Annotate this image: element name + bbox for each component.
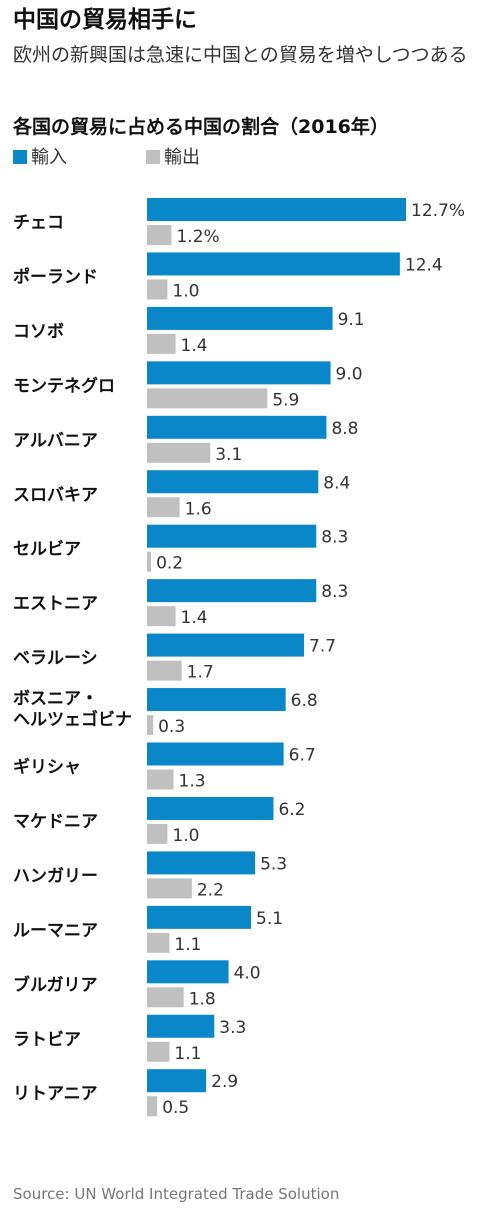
export-bar [147,606,176,627]
category-label: ラトビア [13,1030,81,1050]
export-value-label: 5.9 [272,390,299,410]
category-label-line2: ヘルツェゴビナ [13,709,132,730]
import-bar [147,579,317,603]
import-bar [147,306,333,330]
import-bar [147,688,286,712]
import-bar [147,470,319,494]
legend-item-import: 輸入 [13,146,67,170]
legend-label-import: 輸入 [31,147,67,168]
export-bar [147,442,211,463]
import-value-label: 6.2 [278,800,305,820]
import-value-label: 6.8 [291,691,318,711]
import-bar [147,742,284,766]
export-value-label: 1.1 [174,935,201,955]
import-value-label: 9.1 [338,310,365,330]
source-note: Source: UN World Integrated Trade Soluti… [13,1185,340,1203]
export-value-label: 1.4 [181,608,208,628]
export-value-label: 1.1 [174,1044,201,1064]
import-value-label: 8.3 [321,528,348,548]
category-label: ルーマニア [13,921,98,941]
category-label: コソボ [13,322,64,342]
category-label: ポーランド [13,266,98,287]
import-value-label: 7.7 [309,637,336,657]
category-label: リトアニア [13,1084,98,1104]
export-value-label: 0.3 [158,717,185,737]
export-bar [147,1096,158,1117]
export-bar [147,388,268,409]
import-value-label: 12.4 [405,255,443,275]
import-value-label: 8.3 [321,582,348,602]
export-bar [147,932,170,953]
export-value-label: 1.0 [172,281,199,301]
category-label: マケドニア [13,812,98,832]
import-value-label: 5.1 [256,909,283,929]
import-bar [147,1014,215,1038]
export-value-label: 0.5 [162,1098,189,1118]
import-bar [147,796,274,820]
export-bar [147,551,152,572]
category-label: ギリシャ [13,758,81,778]
export-bar [147,823,168,844]
bar-chart: チェコ 12.7% 1.2% ポーランド 12.4 1.0 コソボ 9.1 1.4 モンテネグロ 9… [13,198,465,1118]
category-label: ベラルーシ [13,649,98,669]
category-label: ハンガリー [13,866,98,886]
category-label: スロバキア [13,485,98,505]
category-label: モンテネグロ [13,375,115,396]
import-value-label: 8.8 [331,419,358,439]
export-bar [147,333,176,354]
export-value-label: 0.2 [156,554,183,574]
export-bar [147,769,174,790]
import-value-label: 2.9 [211,1072,238,1092]
category-label: ブルガリア [13,974,98,995]
import-bar [147,960,229,984]
import-bar [147,361,331,385]
import-bar [147,198,406,221]
export-value-label: 1.4 [181,336,208,356]
import-value-label: 6.7 [289,746,316,766]
export-bar [147,279,168,300]
export-value-label: 1.0 [172,826,199,846]
export-value-label: 1.6 [185,499,212,519]
category-label: エストニア [13,594,98,614]
export-value-label: 1.2% [176,227,219,247]
import-bar [147,1069,207,1093]
import-value-label: 9.0 [336,364,363,384]
import-bar [147,905,252,929]
legend-swatch-import [13,150,27,164]
category-label: アルバニア [13,431,98,451]
export-bar [147,715,154,736]
import-bar [147,252,400,276]
export-value-label: 1.7 [187,663,214,683]
category-label: セルビア [13,540,81,560]
import-value-label: 4.0 [234,963,261,983]
export-bar [147,660,182,681]
import-bar [147,851,256,875]
export-bar [147,878,192,899]
export-bar [147,225,172,245]
chart-title: 各国の貿易に占める中国の割合（2016年） [13,116,389,138]
export-bar [147,1041,170,1062]
page-subtitle: 欧州の新興国は急速に中国との貿易を増やしつつある [13,44,468,66]
import-value-label: 12.7% [411,201,465,221]
import-value-label: 3.3 [219,1018,246,1038]
export-value-label: 1.8 [189,989,216,1009]
export-value-label: 2.2 [197,880,224,900]
export-value-label: 1.3 [179,772,206,792]
import-bar [147,415,327,439]
import-value-label: 8.4 [323,473,350,493]
import-bar [147,633,305,657]
category-label-line1: ボスニア・ [13,689,98,709]
legend-label-export: 輸出 [164,147,200,168]
category-label: チェコ [13,213,64,233]
import-bar [147,524,317,548]
export-bar [147,987,184,1008]
legend-item-export: 輸出 [146,146,200,170]
export-bar [147,497,180,518]
import-value-label: 5.3 [260,854,287,874]
export-value-label: 3.1 [215,445,242,465]
legend-swatch-export [146,150,160,164]
page-title: 中国の貿易相手に [13,7,197,33]
